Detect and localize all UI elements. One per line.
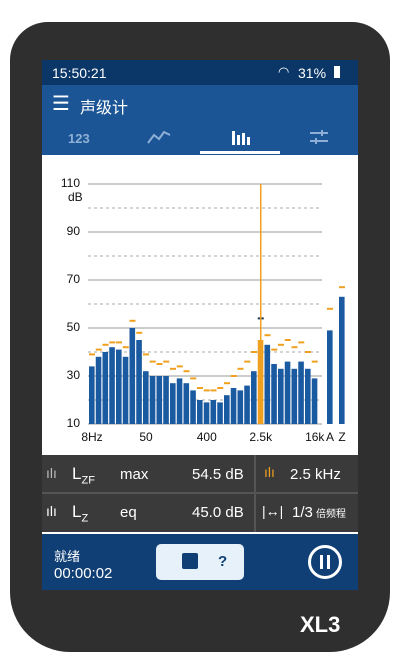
screen: 15:50:21 ◠ 31% ☰ 声级计 123 ılı LZF max 54.… (42, 60, 358, 590)
icon: ılı (46, 503, 57, 519)
elapsed: 00:00:02 (54, 565, 113, 582)
time: 15:50:21 (52, 65, 107, 81)
tab-numeric[interactable]: 123 (68, 131, 90, 146)
pause-bar (327, 555, 330, 569)
weighting: Z (81, 512, 89, 525)
readouts: ılı LZF max 54.5 dB ılı 2.5 kHz ılı LZ e… (42, 455, 358, 532)
title: 声级计 (80, 100, 129, 117)
header: ☰ 声级计 123 (42, 85, 358, 155)
status-bar: 15:50:21 ◠ 31% (42, 60, 358, 85)
icon: ılı (46, 465, 57, 481)
battery: 31% (298, 65, 327, 81)
tab-settings[interactable] (308, 129, 330, 145)
icon: |↔| (262, 503, 284, 519)
help: ? (218, 553, 228, 570)
pause-button[interactable] (308, 545, 342, 579)
battery-icon (334, 66, 340, 78)
divider (42, 492, 358, 494)
frequency: 2.5 kHz (290, 466, 341, 483)
save-button[interactable]: ? (156, 544, 244, 580)
model: XL3 (300, 612, 341, 637)
level-label: LZ (72, 502, 88, 524)
value: 54.5 dB (192, 466, 244, 483)
icon: ılı (264, 464, 275, 480)
divider (254, 455, 256, 532)
kind: max (120, 466, 149, 483)
value: 45.0 dB (192, 504, 244, 521)
band: 1/3 (292, 504, 313, 521)
band-unit: 倍频程 (316, 509, 346, 520)
menu[interactable]: ☰ (52, 93, 70, 115)
tab-spectrum[interactable] (230, 127, 252, 145)
tab-indicator (200, 151, 280, 154)
l: L (72, 502, 82, 521)
level-label: LZF (72, 464, 95, 486)
save-icon (182, 553, 198, 569)
pause-bar (320, 555, 323, 569)
l: L (72, 464, 82, 483)
footer: 就绪 00:00:02 ? (42, 534, 358, 590)
weighting: ZF (81, 474, 95, 487)
tab-trend[interactable] (146, 129, 172, 145)
wifi: ◠ (278, 64, 290, 79)
state: 就绪 (54, 549, 81, 564)
kind: eq (120, 504, 137, 521)
